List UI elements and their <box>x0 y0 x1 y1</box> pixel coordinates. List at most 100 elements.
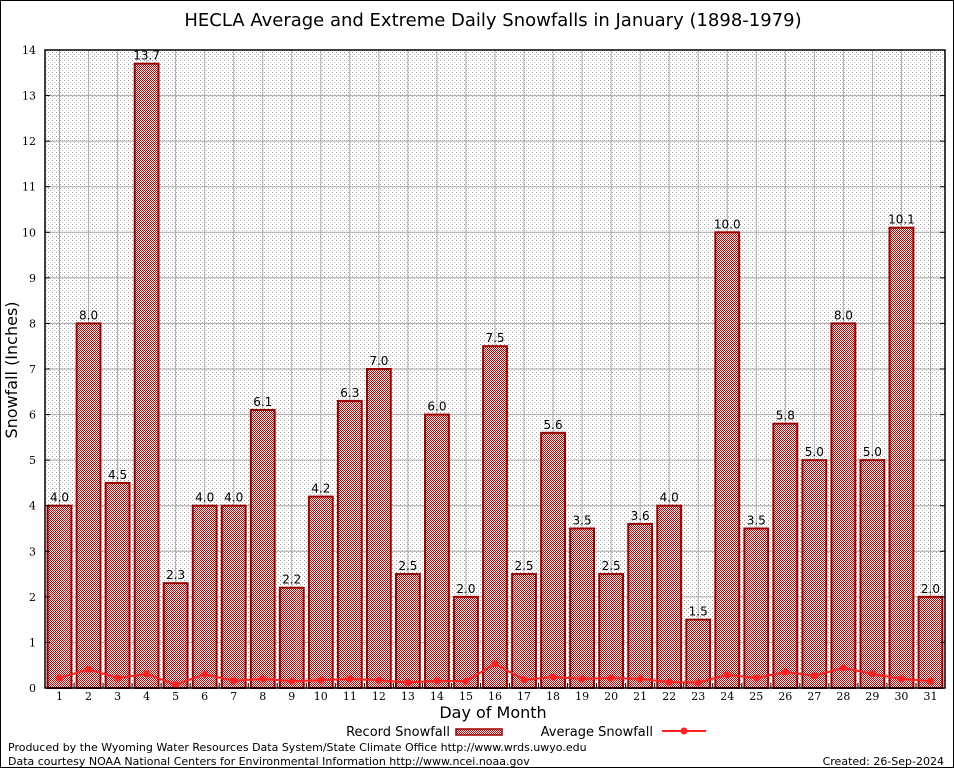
x-tick-label: 18 <box>546 690 560 703</box>
data-label-day-11: 6.3 <box>340 386 359 400</box>
x-tick-label: 17 <box>517 690 531 703</box>
footer-produced-by: Produced by the Wyoming Water Resources … <box>8 741 587 754</box>
y-tick-label: 2 <box>29 591 36 604</box>
average-point-day-21 <box>636 675 644 683</box>
data-label-day-26: 5.8 <box>776 409 795 423</box>
average-point-day-20 <box>607 674 615 682</box>
legend-label-record: Record Snowfall <box>346 725 450 740</box>
average-point-day-23 <box>694 679 702 687</box>
data-label-day-18: 5.6 <box>544 418 563 432</box>
x-tick-label: 6 <box>201 690 208 703</box>
y-axis-label: Snowfall (Inches) <box>2 301 21 438</box>
average-point-day-6 <box>201 670 209 678</box>
x-tick-label: 1 <box>56 690 63 703</box>
average-point-day-16 <box>491 660 499 668</box>
data-label-day-16: 7.5 <box>485 331 504 345</box>
bar-record-day-10 <box>307 495 334 689</box>
data-label-day-29: 5.0 <box>863 445 882 459</box>
average-point-day-1 <box>56 674 64 682</box>
data-label-day-6: 4.0 <box>195 491 214 505</box>
x-tick-label: 23 <box>691 690 705 703</box>
x-tick-label: 2 <box>85 690 92 703</box>
bar-record-day-8 <box>249 409 276 689</box>
y-tick-label: 13 <box>22 90 36 103</box>
bar-record-day-20 <box>598 573 625 689</box>
data-label-day-13: 2.5 <box>398 559 417 573</box>
data-label-day-17: 2.5 <box>514 559 533 573</box>
average-point-day-28 <box>839 664 847 672</box>
data-label-day-19: 3.5 <box>573 514 592 528</box>
bar-record-day-14 <box>424 413 450 689</box>
y-tick-label: 0 <box>29 682 36 695</box>
bar-record-day-22 <box>656 504 683 690</box>
y-tick-label: 9 <box>29 272 36 285</box>
average-point-day-27 <box>810 672 818 680</box>
average-point-day-22 <box>665 678 673 686</box>
bar-record-day-16 <box>482 345 508 689</box>
data-label-day-12: 7.0 <box>369 354 388 368</box>
average-point-day-13 <box>404 679 412 687</box>
data-label-day-10: 4.2 <box>311 482 330 496</box>
x-tick-label: 21 <box>633 690 647 703</box>
y-tick-label: 8 <box>29 317 36 330</box>
x-tick-label: 26 <box>778 690 792 703</box>
bar-record-day-27 <box>801 459 828 689</box>
x-tick-label: 25 <box>749 690 763 703</box>
x-tick-label: 27 <box>807 690 821 703</box>
average-point-day-26 <box>781 668 789 676</box>
y-tick-label: 3 <box>29 545 36 558</box>
legend-marker-average <box>680 727 688 735</box>
x-axis-label: Day of Month <box>439 703 546 722</box>
average-point-day-4 <box>143 670 151 678</box>
data-label-day-1: 4.0 <box>50 491 69 505</box>
average-point-day-2 <box>85 665 93 673</box>
average-point-day-18 <box>549 673 557 681</box>
x-tick-label: 15 <box>459 690 473 703</box>
bar-record-day-28 <box>830 322 857 689</box>
data-label-day-27: 5.0 <box>805 445 824 459</box>
bar-record-day-15 <box>453 595 479 689</box>
x-tick-label: 28 <box>836 690 850 703</box>
data-label-day-3: 4.5 <box>108 468 127 482</box>
data-label-day-9: 2.2 <box>282 573 301 587</box>
data-label-day-5: 2.3 <box>166 568 185 582</box>
x-tick-label: 8 <box>259 690 266 703</box>
y-tick-label: 6 <box>29 409 36 422</box>
bar-record-day-29 <box>859 459 886 689</box>
data-label-day-14: 6.0 <box>427 400 446 414</box>
bar-record-day-30 <box>888 226 915 689</box>
average-point-day-24 <box>723 671 731 679</box>
bar-record-day-31 <box>917 595 944 689</box>
bar-record-day-26 <box>772 422 799 689</box>
data-label-day-28: 8.0 <box>834 308 853 322</box>
bar-record-day-3 <box>104 481 131 689</box>
y-tick-label: 7 <box>29 363 36 376</box>
x-tick-label: 22 <box>662 690 676 703</box>
average-point-day-5 <box>172 681 180 689</box>
y-tick-label: 5 <box>29 454 36 467</box>
data-label-day-4: 13.7 <box>133 49 160 63</box>
bar-record-day-11 <box>336 399 363 689</box>
bar-record-day-23 <box>685 618 712 690</box>
bar-record-day-4 <box>133 62 160 689</box>
data-label-day-2: 8.0 <box>79 308 98 322</box>
x-tick-label: 14 <box>430 690 444 703</box>
x-tick-label: 11 <box>343 690 357 703</box>
x-tick-label: 4 <box>143 690 150 703</box>
bar-record-day-25 <box>743 527 770 689</box>
x-tick-label: 12 <box>372 690 386 703</box>
average-point-day-8 <box>259 675 267 683</box>
footer-created: Created: 26-Sep-2024 <box>823 755 944 768</box>
x-tick-label: 10 <box>314 690 328 703</box>
y-tick-label: 1 <box>29 636 36 649</box>
average-point-day-15 <box>462 677 470 685</box>
data-label-day-23: 1.5 <box>689 605 708 619</box>
bar-record-day-9 <box>278 586 305 689</box>
y-tick-label: 11 <box>22 181 36 194</box>
y-tick-label: 4 <box>29 500 36 513</box>
bar-record-day-17 <box>511 573 537 689</box>
average-point-day-25 <box>752 674 760 682</box>
x-tick-label: 5 <box>172 690 179 703</box>
average-point-day-10 <box>317 676 325 684</box>
